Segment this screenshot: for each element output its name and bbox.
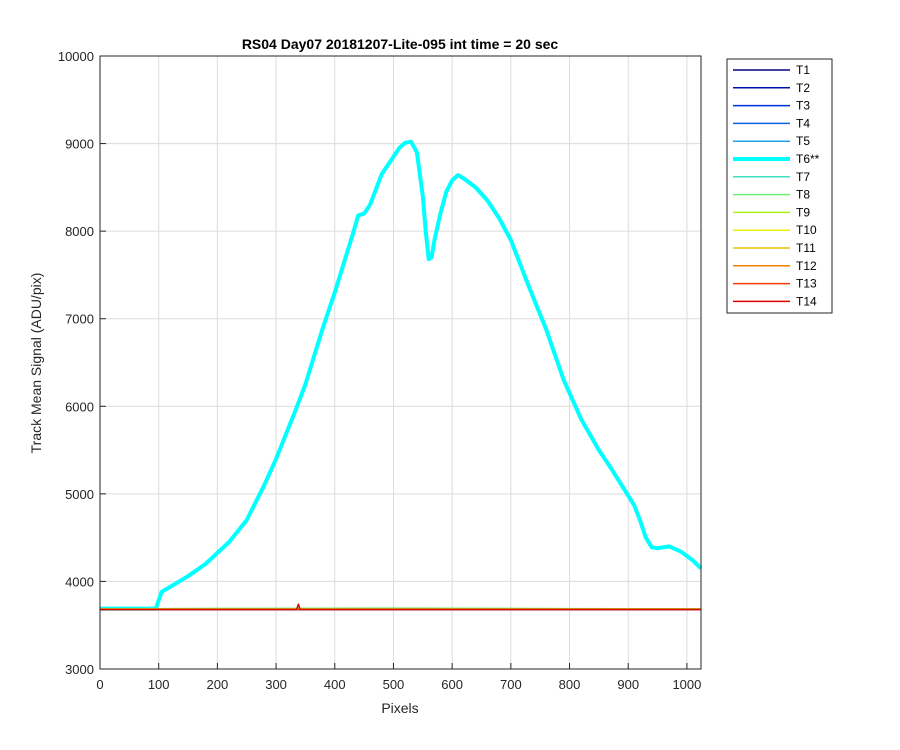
legend-entry: T8 xyxy=(796,188,810,202)
legend-entry: T4 xyxy=(796,116,810,130)
y-tick-label: 9000 xyxy=(65,137,94,152)
x-tick-label: 900 xyxy=(617,677,639,692)
legend-entry: T12 xyxy=(796,259,817,273)
y-axis-ticks: 3000 4000 5000 6000 7000 8000 9000 10000 xyxy=(58,49,106,677)
x-tick-label: 200 xyxy=(207,677,229,692)
x-tick-label: 600 xyxy=(441,677,463,692)
x-tick-label: 1000 xyxy=(672,677,701,692)
legend-entry: T1 xyxy=(796,63,810,77)
legend-entry: T10 xyxy=(796,223,817,237)
y-tick-label: 7000 xyxy=(65,312,94,327)
y-tick-label: 6000 xyxy=(65,399,94,414)
legend-entry: T2 xyxy=(796,81,810,95)
x-tick-label: 500 xyxy=(383,677,405,692)
x-tick-label: 100 xyxy=(148,677,170,692)
legend-entry: T13 xyxy=(796,277,817,291)
legend-entry: T7 xyxy=(796,170,810,184)
x-tick-label: 300 xyxy=(265,677,287,692)
legend-entry: T11 xyxy=(796,241,816,255)
chart-title: RS04 Day07 20181207-Lite-095 int time = … xyxy=(242,36,559,52)
y-axis-label: Track Mean Signal (ADU/pix) xyxy=(28,273,44,454)
legend-entry: T9 xyxy=(796,205,810,219)
x-axis-ticks: 0 100 200 300 400 500 600 700 800 900 1000 xyxy=(96,663,701,692)
series-lines xyxy=(99,139,703,611)
legend-entry: T6** xyxy=(796,152,820,166)
legend-entry: T5 xyxy=(796,134,810,148)
y-tick-label: 8000 xyxy=(65,224,94,239)
x-axis-label: Pixels xyxy=(381,700,418,716)
legend: T1 T2 T3 T4 T5 T6** T7 T8 T9 T10 T11 T12 T13 T14 xyxy=(726,58,833,314)
legend-box xyxy=(726,58,833,314)
y-tick-label: 4000 xyxy=(65,574,94,589)
x-tick-label: 700 xyxy=(500,677,522,692)
y-tick-label: 10000 xyxy=(58,49,94,64)
series-line-t14 xyxy=(100,603,701,611)
plot-frame xyxy=(99,55,702,670)
x-tick-label: 400 xyxy=(324,677,346,692)
legend-entry: T14 xyxy=(796,294,817,308)
legend-entry: T3 xyxy=(796,99,810,113)
series-line-t6 xyxy=(100,139,703,611)
x-tick-label: 800 xyxy=(559,677,581,692)
y-tick-label: 3000 xyxy=(65,662,94,677)
x-tick-label: 0 xyxy=(96,677,103,692)
y-tick-label: 5000 xyxy=(65,487,94,502)
